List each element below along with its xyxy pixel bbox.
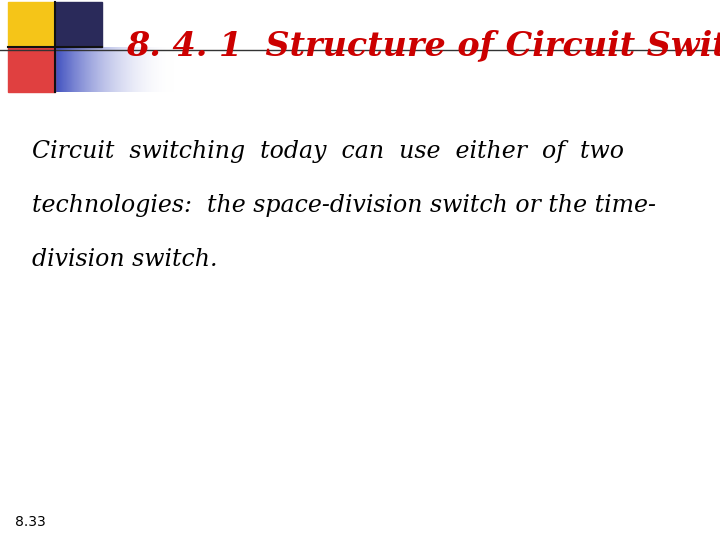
Bar bbox=[55, 2, 102, 47]
Bar bbox=[8, 47, 55, 92]
Text: Circuit  switching  today  can  use  either  of  two: Circuit switching today can use either o… bbox=[32, 140, 624, 163]
Text: 8.33: 8.33 bbox=[15, 515, 46, 529]
Bar bbox=[8, 2, 55, 47]
Text: technologies:  the space-division switch or the time-: technologies: the space-division switch … bbox=[32, 194, 657, 217]
Text: 8. 4. 1  Structure of Circuit Switches: 8. 4. 1 Structure of Circuit Switches bbox=[126, 29, 720, 63]
Text: division switch.: division switch. bbox=[32, 248, 218, 271]
